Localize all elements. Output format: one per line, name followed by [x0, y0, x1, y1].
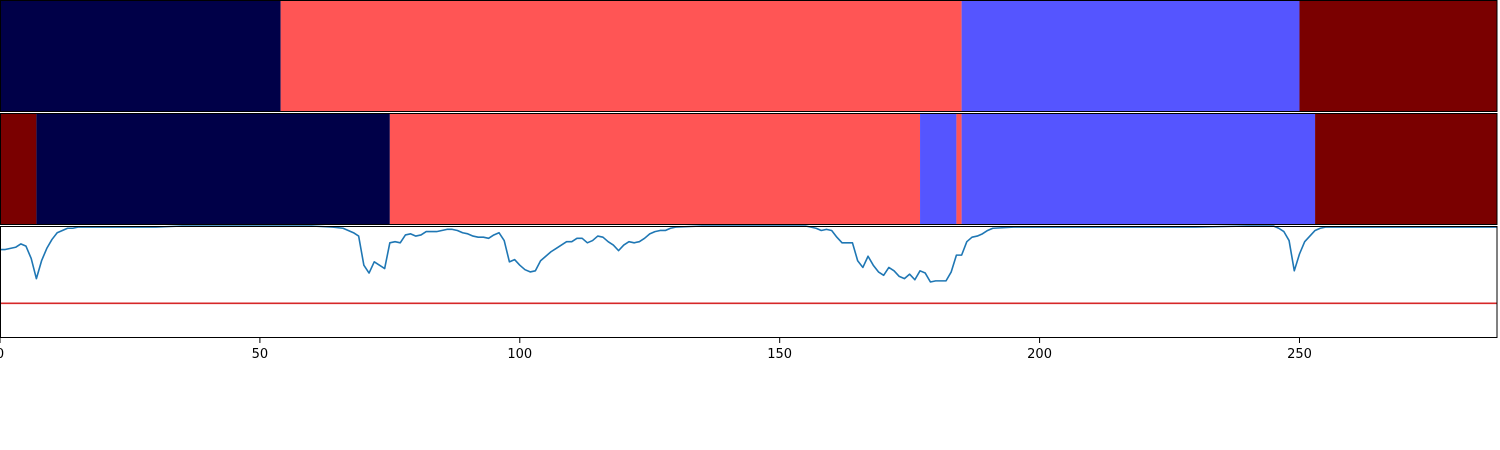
- track-frame: [0, 0, 1498, 112]
- segment-seg_salmon: [389, 113, 921, 225]
- segment-seg_maroon: [1299, 0, 1497, 112]
- segment-seg_salmon: [280, 0, 962, 112]
- x-axis: 0 50 100 150 200 250: [0, 338, 1312, 362]
- segment-seg_navy: [0, 0, 281, 112]
- segment-seg_blue: [961, 0, 1300, 112]
- segment-track-middle: [0, 113, 1498, 225]
- line-panel-background: [0, 226, 1497, 338]
- segment-seg_maroon: [0, 113, 37, 225]
- track-frame: [0, 113, 1498, 225]
- line-panel-frame: [0, 226, 1498, 338]
- x-tick-label: 0: [0, 347, 4, 362]
- segment-seg_blue: [961, 113, 1316, 225]
- x-tick-label: 200: [1027, 347, 1052, 362]
- segment-seg_salmon: [956, 113, 962, 225]
- x-tick-label: 250: [1287, 347, 1312, 362]
- segment-seg_maroon: [1315, 113, 1497, 225]
- x-tick-label: 150: [767, 347, 792, 362]
- line-panel: [0, 225, 1498, 338]
- segment-track-top: [0, 0, 1498, 112]
- segment-seg_blue: [920, 113, 957, 225]
- segment-seg_navy: [36, 113, 390, 225]
- x-tick-label: 50: [252, 347, 269, 362]
- x-tick-label: 100: [507, 347, 532, 362]
